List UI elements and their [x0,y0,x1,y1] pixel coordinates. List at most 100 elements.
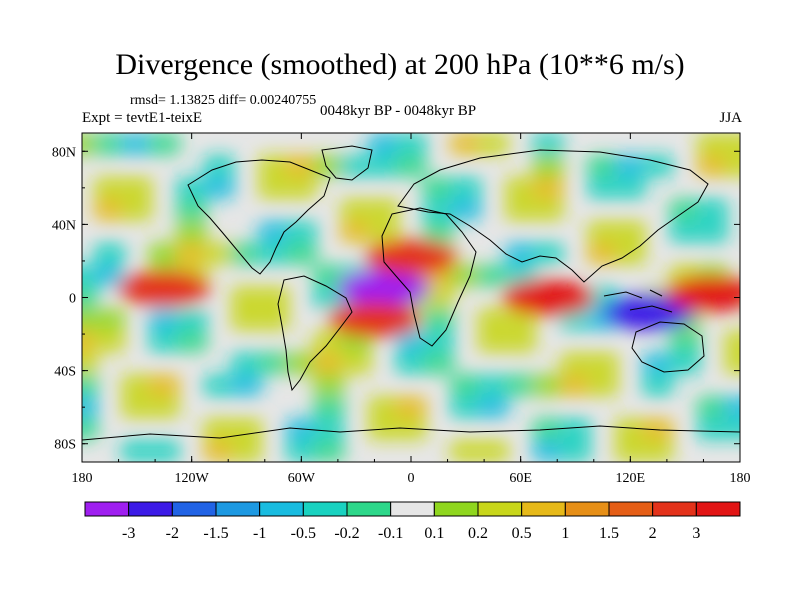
field-cell [119,133,154,155]
coastlines [82,145,740,441]
field-cell [695,220,730,243]
field-cell [311,286,346,309]
field-cell [585,242,620,265]
field-cell [476,330,511,353]
colorbar-swatch [259,501,304,517]
field-cell [82,418,99,441]
field-cell [202,418,237,441]
field-cell [92,176,127,199]
field-cell [668,330,703,353]
field-cell [531,133,566,155]
field-cell [311,440,346,462]
field-cell [531,154,566,177]
field-cell [366,133,401,155]
field-cell [284,352,319,375]
field-cell [311,154,346,177]
field-cell [640,440,675,462]
colorbar-label: 2 [649,525,657,542]
field-cell [640,418,675,441]
field-cell [229,418,264,441]
colorbar-swatch [128,501,173,517]
colorbar: -3 -2 -1.5 -1 -0.5 -0.2 -0.1 0.1 0.2 0.5 1 1.5 2 3 [84,501,741,542]
field-cell [119,198,154,221]
field-cell [613,154,648,177]
field-cell [476,440,511,462]
field-cell [92,198,127,221]
field-cell [421,286,456,309]
feature-west-pacific-divergence [666,275,740,312]
field-cell [640,352,675,375]
y-tick-label: 80S [54,438,76,453]
coast-australia [631,321,705,373]
field-cell [421,352,456,375]
field-cell [92,264,127,287]
colorbar-label: 1.5 [599,525,619,542]
field-cell [174,198,209,221]
field-cell [503,308,538,331]
field-cell [421,176,456,199]
field-cell [394,154,428,177]
field-cell [311,330,346,353]
x-tick-label: 0 [408,471,415,486]
field-cell [476,264,511,287]
field-cell [284,220,319,243]
field-cell [92,242,127,265]
field-cell [503,330,538,353]
field-cell [695,133,730,155]
field-cell [147,242,182,265]
field-cell [174,242,209,265]
field-cell [503,198,538,221]
field-cell [503,176,538,199]
experiment-label: Expt = tevtE1-teixE [82,110,203,126]
field-cell [92,330,127,353]
y-tick-label: 0 [69,292,76,307]
period-label: 0048kyr BP - 0048kyr BP [320,103,477,119]
field-cell [366,198,401,221]
field-cell [394,133,428,155]
colorbar-swatch [521,501,566,517]
field-cell [640,154,675,177]
field-cell [284,440,319,462]
field-cell [339,154,374,177]
field-cell [311,418,346,441]
field-cell [147,133,182,155]
field-cell [723,154,740,177]
colorbar-swatch [302,501,348,517]
field-cell [503,264,538,287]
field-cell [229,286,264,309]
colorbar-label: -2 [166,525,179,542]
field-cell [723,133,740,155]
field-cell [229,374,264,397]
field-cell [256,352,291,375]
field-cell [503,374,538,397]
field-cell [284,154,319,177]
field-cell [613,440,648,462]
x-tick-label: 60W [288,471,316,486]
field-cell [256,286,291,309]
colorbar-swatch [346,501,392,517]
field-cell [585,154,620,177]
field-cell [531,374,566,397]
field-cell [668,198,703,221]
field-cell [476,133,511,155]
field-cell [147,440,182,462]
field-cell [558,308,593,331]
field-cell [339,352,374,375]
field-cell [311,396,346,419]
colorbar-swatch [608,501,654,517]
field-cell [613,242,648,265]
field-cell [284,176,319,199]
field-cell [613,220,648,243]
field-cell [531,198,566,221]
feature-indian-ocean-divergence [502,279,595,316]
field-cell [119,396,154,419]
x-tick-label: 60E [509,471,532,486]
field-cell [695,154,730,177]
field-cell [476,396,511,419]
field-cell [421,330,456,353]
field-cell [147,374,182,397]
colorbar-label: -1.5 [203,525,228,542]
field-cell [448,133,483,155]
y-axis: 80N 40N 0 40S 80S [52,145,740,453]
